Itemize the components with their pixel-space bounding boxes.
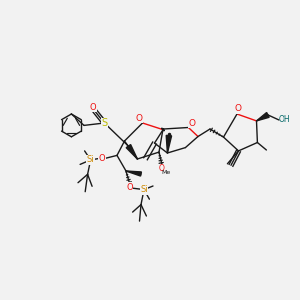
Text: O: O xyxy=(90,103,97,112)
Text: Si: Si xyxy=(87,155,94,164)
Polygon shape xyxy=(256,112,269,121)
Text: O: O xyxy=(188,118,196,127)
Text: O: O xyxy=(234,104,242,113)
Polygon shape xyxy=(126,145,137,159)
Polygon shape xyxy=(126,171,141,176)
Polygon shape xyxy=(166,135,172,153)
Text: Si: Si xyxy=(140,185,148,194)
Text: O: O xyxy=(126,183,133,192)
Text: O: O xyxy=(159,164,165,173)
Text: OH: OH xyxy=(279,116,290,124)
Polygon shape xyxy=(161,128,164,131)
Text: O: O xyxy=(99,154,105,163)
Text: O: O xyxy=(136,114,143,123)
Text: Me: Me xyxy=(161,170,170,175)
Text: S: S xyxy=(101,118,107,128)
